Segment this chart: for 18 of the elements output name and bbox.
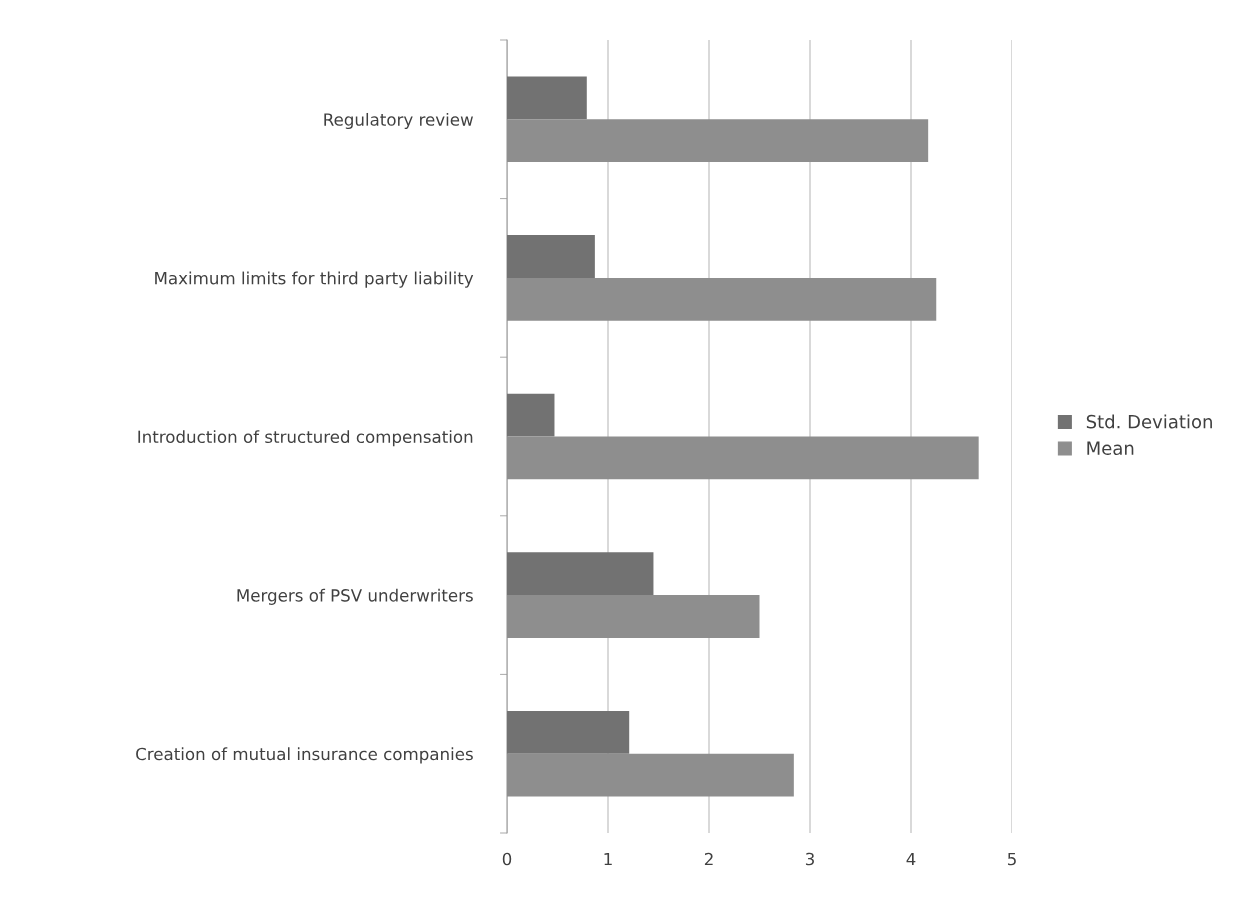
x-tick-label: 5 [1007, 852, 1016, 866]
y-tick-label: Maximum limits for third party liability [155, 271, 474, 288]
y-tick-label: Introduction of structured compensation [138, 430, 473, 447]
y-tick-label: Creation of mutual insurance companies [136, 747, 473, 764]
x-tick-label: 4 [906, 852, 916, 866]
bar [507, 235, 595, 278]
x-tick-label: 1 [604, 852, 612, 866]
legend-label: Mean [1087, 441, 1134, 455]
x-tick-label: 0 [502, 852, 512, 866]
x-tick-label: 3 [805, 852, 814, 866]
bar [507, 710, 630, 754]
y-tick-label: Regulatory review [324, 112, 473, 130]
legend-label: Std. Deviation [1086, 414, 1212, 429]
y-tick-label: Mergers of PSV underwriters [237, 588, 473, 605]
bar [507, 76, 587, 120]
bar [507, 393, 555, 437]
x-tick-label: 2 [704, 852, 713, 866]
bar [507, 552, 654, 596]
